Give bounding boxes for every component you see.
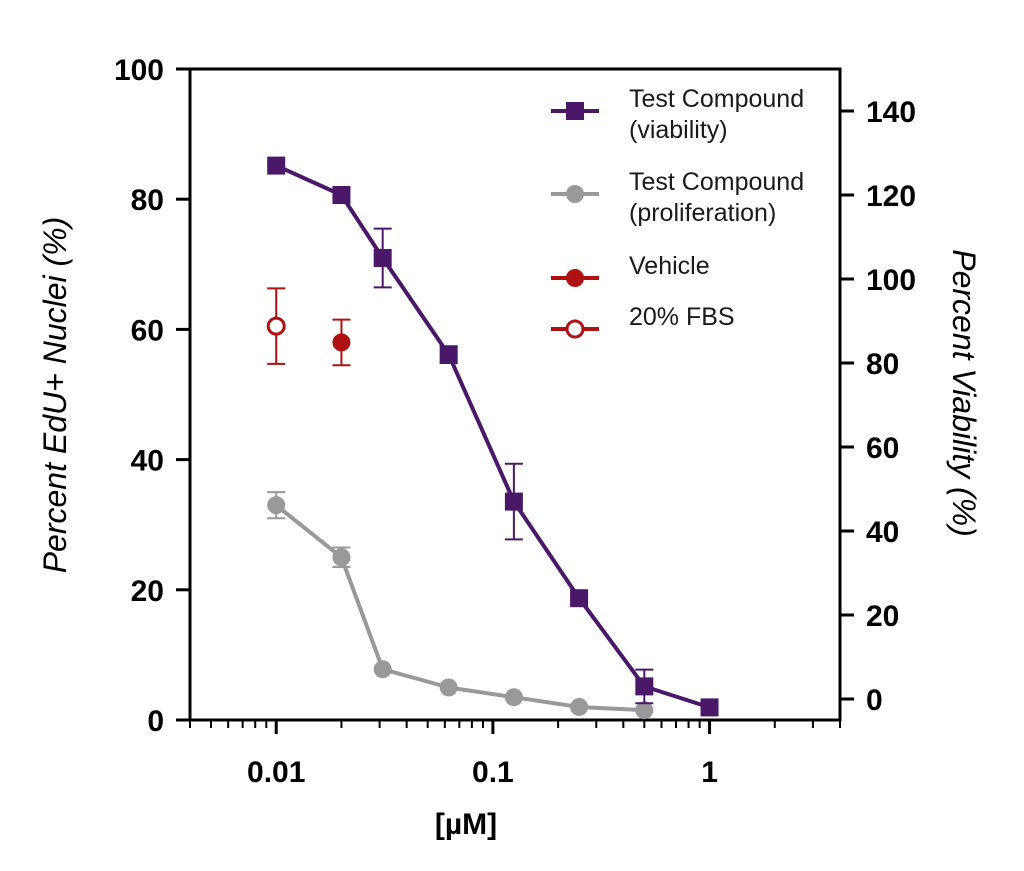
legend-marker [566,269,584,287]
data-point [700,698,719,717]
legend-item: 20% FBS [551,303,735,339]
legend-label: Vehicle [629,252,710,280]
legend-marker [566,185,584,203]
data-point [570,697,589,716]
right-y-tick-label: 60 [866,432,899,465]
right-y-tick-label: 100 [866,264,916,297]
data-point [267,156,286,175]
data-point [332,186,351,204]
data-point [504,688,523,707]
data-point [373,660,392,679]
series-line [275,163,711,710]
left-y-tick-label: 80 [131,184,164,217]
right-y-tick-label: 40 [866,516,899,549]
right-y-tick-label: 140 [866,96,916,129]
left-y-tick-label: 100 [114,54,164,87]
right-y-axis-title: Percent Viability (%) [946,249,982,537]
x-tick-label: 1 [701,756,718,789]
data-point [267,496,286,515]
left-y-tick-label: 0 [147,705,164,738]
right-y-axis: 0 20 40 60 80 100 120 140 [840,96,916,717]
right-y-tick-label: 80 [866,348,899,381]
right-y-tick-label: 120 [866,180,916,213]
left-y-axis-title: Percent EdU+ Nuclei (%) [37,217,73,574]
series-layer [266,156,719,720]
legend-label: Test Compound [629,85,804,113]
left-y-tick-label: 20 [131,575,164,608]
data-point [504,492,523,511]
data-point [570,589,589,608]
left-y-tick-label: 60 [131,314,164,347]
data-point [332,548,351,567]
series-3 [266,287,286,365]
x-tick-label: 0.1 [472,756,514,789]
legend-label: Test Compound [629,168,804,196]
left-y-tick-label: 40 [131,445,164,478]
series-line [274,503,645,713]
left-y-axis: 0 20 40 60 80 100 [114,54,190,738]
right-y-tick-label: 20 [866,600,899,633]
legend-item: Test Compound (proliferation) [551,168,804,227]
right-y-tick-label: 0 [866,684,883,717]
x-axis: 0.01 0.1 1 [189,720,841,789]
data-point [266,316,286,336]
x-axis-title: [µM] [435,808,497,841]
x-tick-label: 0.01 [247,756,305,789]
legend: Test Compound (viability) Test Compound (pr… [551,85,804,339]
legend-label: 20% FBS [629,303,735,331]
legend-item: Test Compound (viability) [551,85,804,144]
legend-label: (viability) [629,116,728,144]
series-2 [332,318,351,367]
data-point [373,249,392,267]
data-point [635,701,654,720]
data-point [635,677,654,696]
series-1 [267,491,654,720]
data-point [439,678,458,697]
data-point [439,345,458,364]
legend-marker [565,319,585,339]
series-0 [267,156,719,717]
legend-label: (proliferation) [629,199,776,227]
legend-marker [566,102,584,120]
plot-frame [188,67,842,722]
legend-item: Vehicle [551,252,710,287]
data-point [332,333,351,352]
